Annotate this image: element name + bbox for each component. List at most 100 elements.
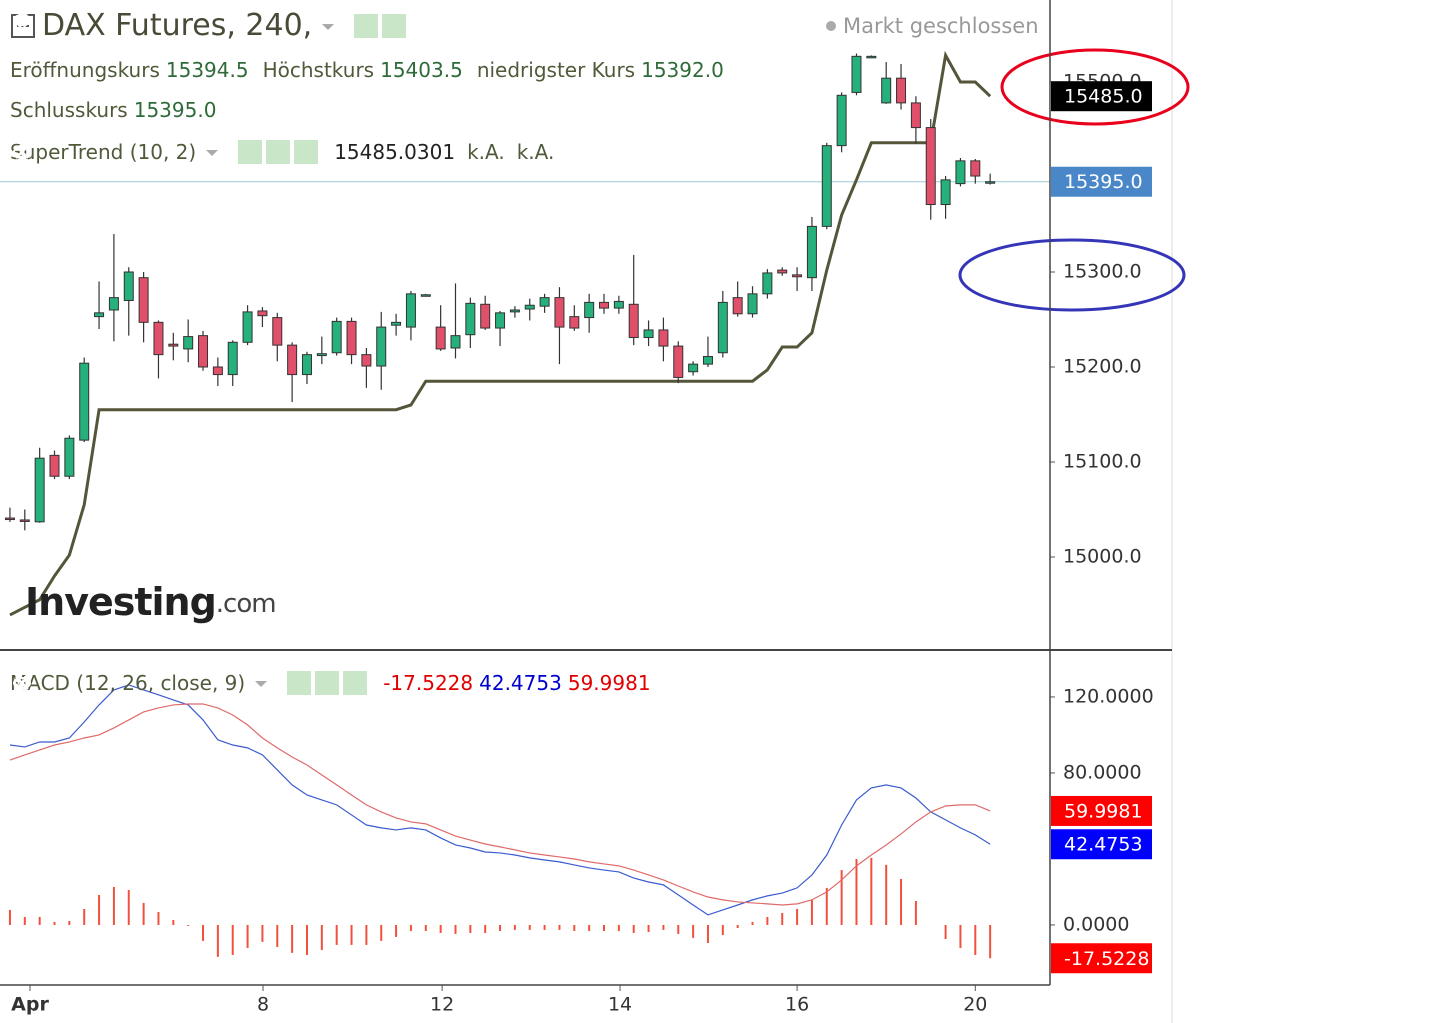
candle-body xyxy=(391,321,402,326)
x-tick-label: 14 xyxy=(608,994,632,1016)
price-badge xyxy=(1051,166,1152,197)
candle-body xyxy=(658,329,669,347)
candle-body xyxy=(331,320,342,354)
candle-body xyxy=(450,335,461,349)
candle-body xyxy=(94,312,105,318)
candle-body xyxy=(495,312,506,329)
candle-body xyxy=(702,356,713,365)
candle-body xyxy=(183,336,194,350)
candle-body xyxy=(673,345,684,378)
candle-body xyxy=(301,354,312,376)
candle-body xyxy=(153,321,164,356)
candle-body xyxy=(287,344,298,376)
x-tick-label: 8 xyxy=(257,994,269,1016)
candle-body xyxy=(435,326,446,350)
candle-body xyxy=(524,304,535,310)
settings-icon[interactable] xyxy=(14,12,407,38)
y-tick-label: 15000.0 xyxy=(1063,545,1142,567)
y-tick-label: 15300.0 xyxy=(1063,260,1142,282)
settings-icon[interactable] xyxy=(14,140,291,164)
candle-body xyxy=(866,55,877,59)
candle-body xyxy=(792,274,803,278)
candle-body xyxy=(376,326,387,367)
watermark-text: Investing xyxy=(25,580,216,624)
candle-body xyxy=(509,309,520,313)
close-icon[interactable] xyxy=(15,140,319,164)
candle-body xyxy=(257,310,268,317)
dropdown[interactable] xyxy=(318,16,338,36)
x-tick-label: Apr xyxy=(11,994,49,1016)
candle-body xyxy=(747,293,758,315)
close-icon[interactable] xyxy=(15,671,368,695)
indicator-row: SuperTrend (10, 2) 15485.0301 k.A. k.A. xyxy=(10,140,554,164)
candle-body xyxy=(732,297,743,315)
ohlc-row: Eröffnungskurs 15394.5 Höchstkurs 15403.5 … xyxy=(10,58,732,82)
settings-icon[interactable] xyxy=(14,671,340,695)
candle-body xyxy=(896,77,907,104)
candle-body xyxy=(940,179,951,206)
candle-body xyxy=(613,300,624,309)
candle-body xyxy=(851,55,862,93)
title-row: DAX Futures, 240, xyxy=(10,8,416,43)
candle-body xyxy=(79,362,90,441)
dropdown[interactable] xyxy=(202,142,222,162)
supertrend-line xyxy=(9,50,992,617)
y-tick-label: 15200.0 xyxy=(1063,355,1142,377)
candle-body xyxy=(539,297,550,307)
chart-title: DAX Futures, 240, xyxy=(42,8,313,43)
ohlc-value: 15394.5 xyxy=(165,58,249,82)
indicator-value: k.A. xyxy=(467,140,505,164)
y-tick-label: 0.0000 xyxy=(1063,913,1129,935)
highlight-ellipse xyxy=(1000,48,1190,126)
candle-body xyxy=(925,127,936,206)
candle-body xyxy=(19,519,30,522)
candle-body xyxy=(108,297,119,311)
candle-body xyxy=(198,335,209,368)
eye-icon[interactable] xyxy=(13,13,379,38)
candle-body xyxy=(628,303,639,339)
candle-body xyxy=(643,329,654,339)
candle-body xyxy=(762,272,773,295)
ohlc-label: Eröffnungskurs xyxy=(10,58,160,82)
candle-body xyxy=(688,363,699,373)
macd-line xyxy=(9,703,991,906)
price-badge xyxy=(1051,81,1152,112)
macd-row: MACD (12, 26, close, 9) -17.5228 42.4753… xyxy=(10,671,651,695)
candle-body xyxy=(821,145,832,227)
macd-legend-value: 42.4753 xyxy=(479,671,562,695)
candle-body xyxy=(346,320,357,356)
candle-body xyxy=(405,293,416,328)
candle-body xyxy=(420,294,431,297)
dropdown[interactable] xyxy=(251,673,271,693)
status-dot xyxy=(826,21,836,31)
ohlc-label: Höchstkurs xyxy=(262,58,375,82)
ohlc-label: Schlusskurs xyxy=(10,98,128,122)
eye-icon[interactable] xyxy=(13,140,263,164)
indicator-value: k.A. xyxy=(516,140,555,164)
candle-body xyxy=(212,366,223,376)
macd-legend-value: -17.5228 xyxy=(383,671,474,695)
candle-body xyxy=(227,341,238,376)
eye-icon[interactable] xyxy=(13,671,312,695)
macd-legend-value: 59.9981 xyxy=(567,671,651,695)
candle-body xyxy=(806,225,817,279)
candle-body xyxy=(554,297,565,328)
price-badge-label: 15485.0 xyxy=(1064,86,1143,108)
candle-body xyxy=(361,354,372,367)
x-tick-label: 12 xyxy=(430,994,454,1016)
ohlc-value: 15395.0 xyxy=(133,98,217,122)
candle-body xyxy=(272,317,283,346)
candle-body xyxy=(138,277,149,323)
candle-body xyxy=(584,301,595,319)
status-text: Markt geschlossen xyxy=(843,14,1039,38)
candle-body xyxy=(599,301,610,309)
candle-body xyxy=(910,102,921,129)
macd-line xyxy=(9,684,991,916)
value-badge xyxy=(1051,943,1152,974)
candle-body xyxy=(569,316,580,329)
candle-body xyxy=(717,301,728,354)
candle-body xyxy=(34,457,45,523)
y-tick-label: 120.0000 xyxy=(1063,685,1154,707)
